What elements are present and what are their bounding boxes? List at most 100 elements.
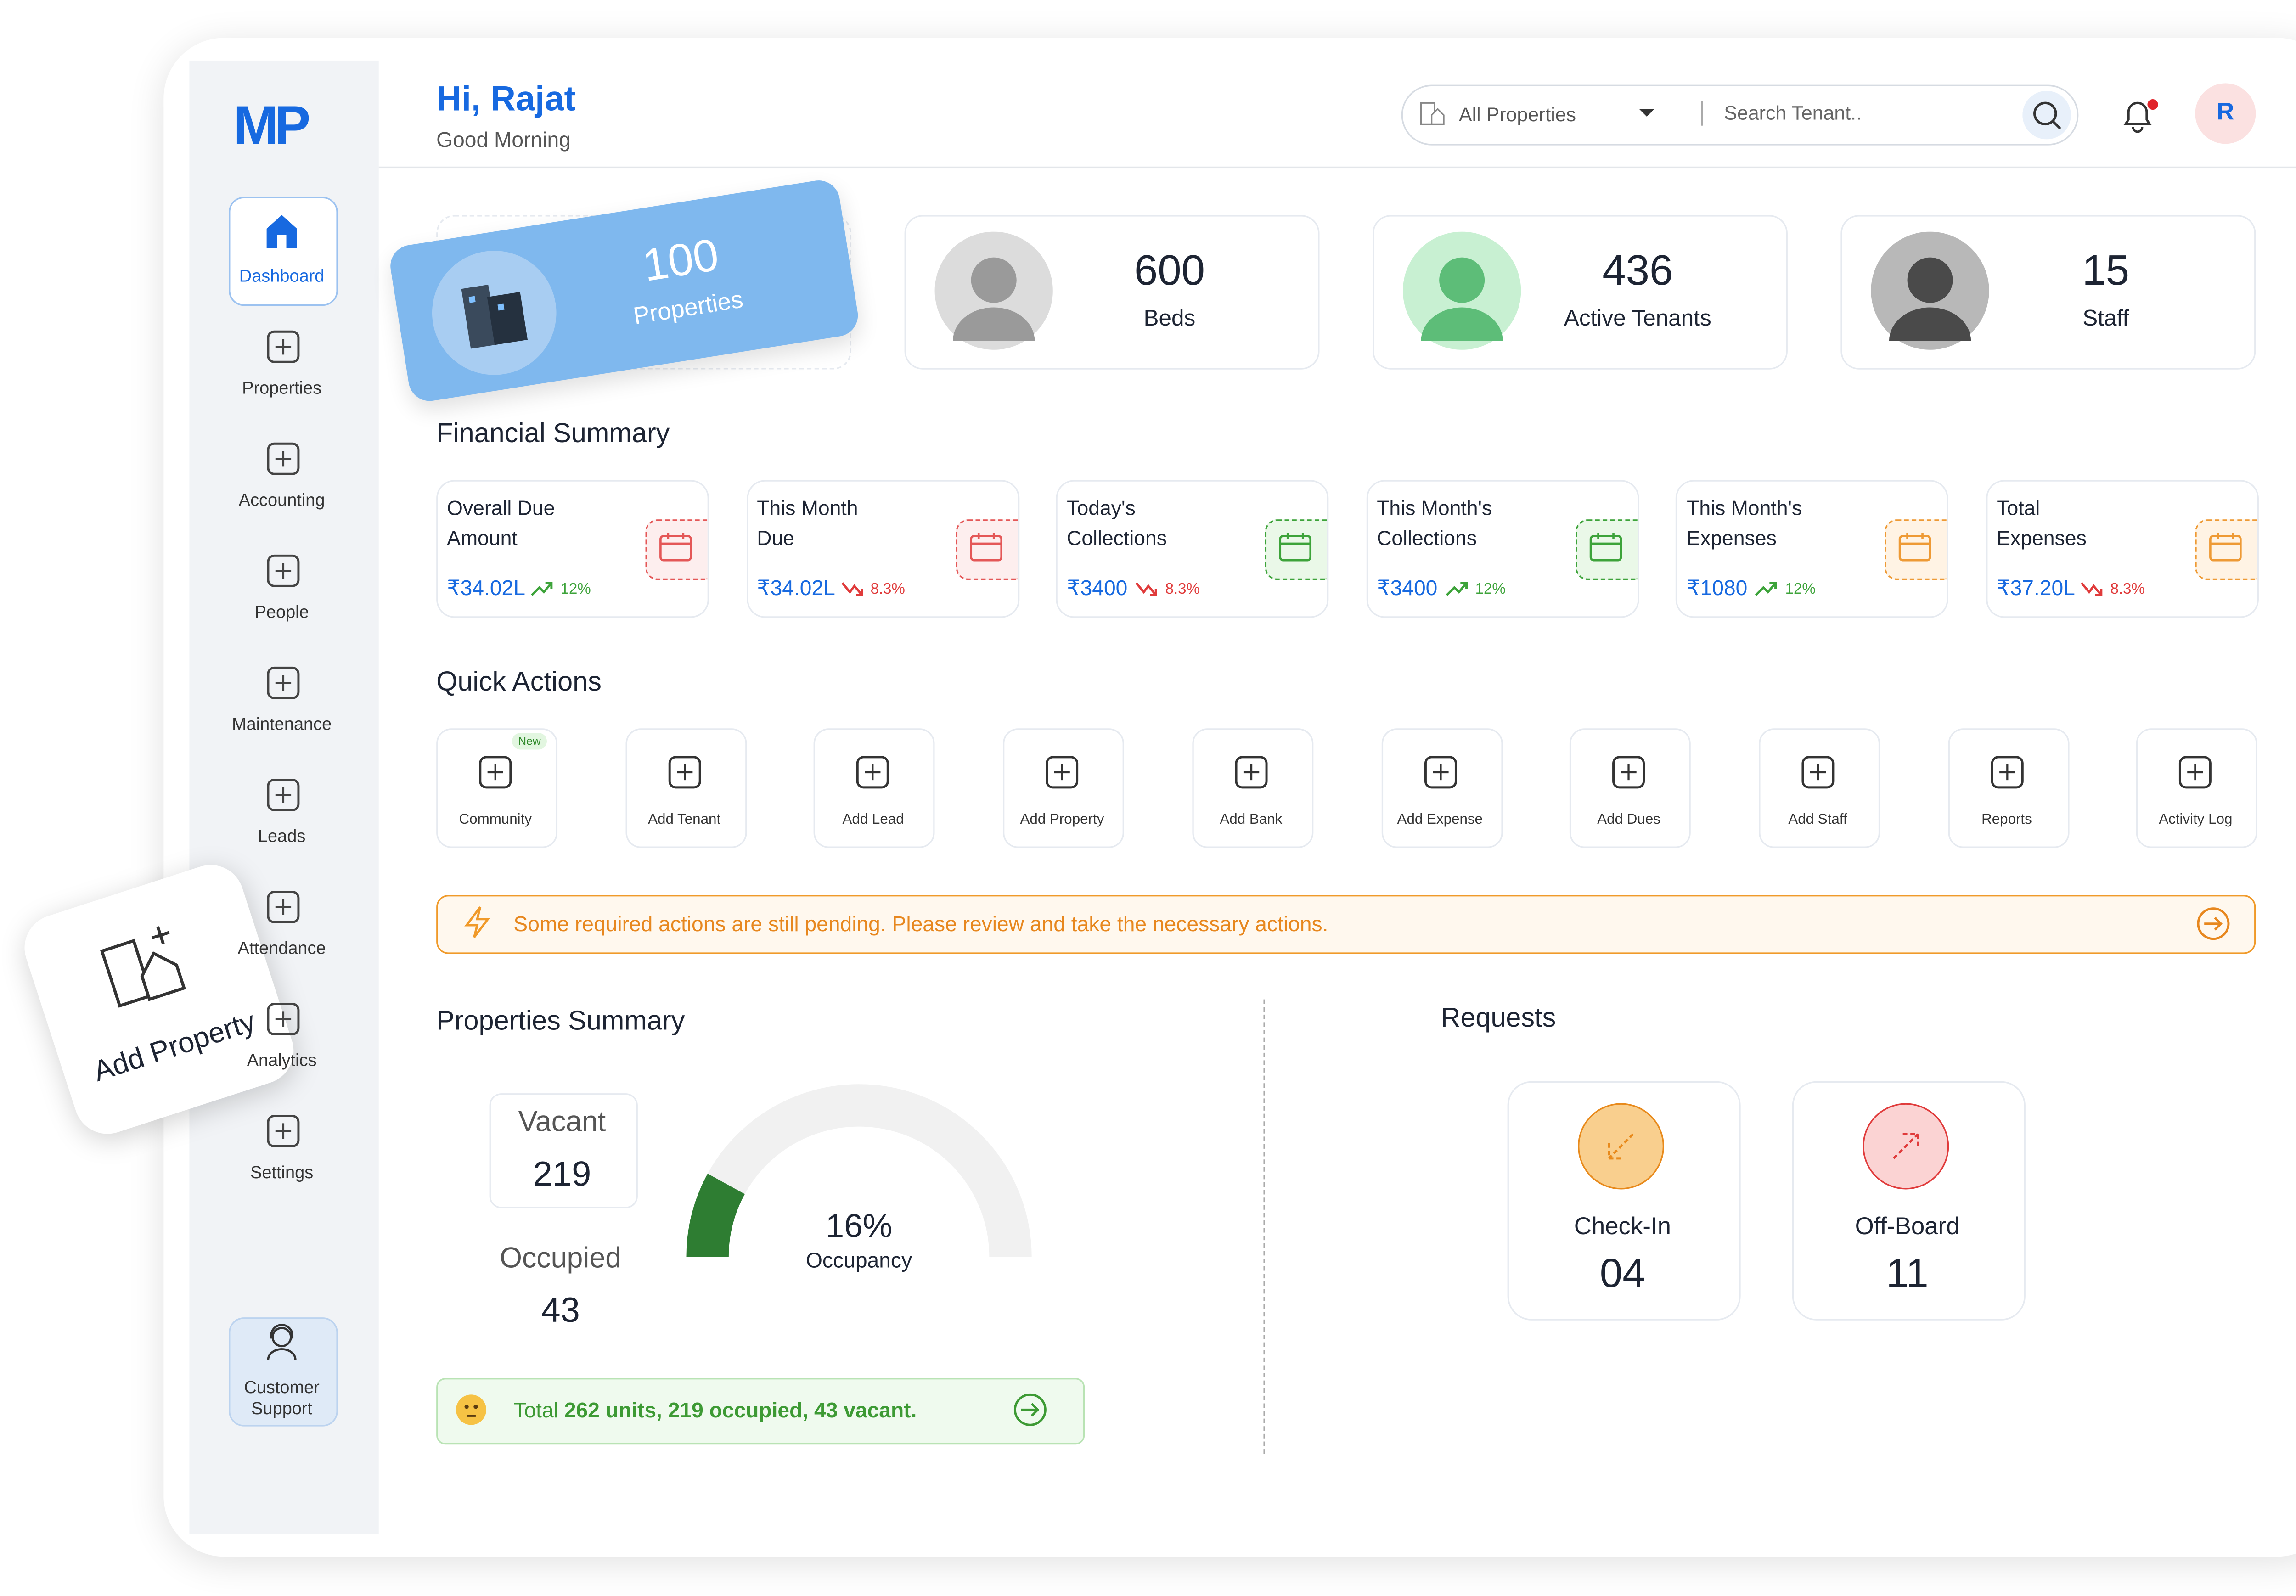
search-input[interactable]: Search Tenant.. bbox=[1724, 101, 1862, 124]
summary-arrow[interactable] bbox=[1012, 1392, 1048, 1428]
gauge-fill bbox=[686, 1174, 745, 1258]
quick-action[interactable] bbox=[1381, 728, 1503, 848]
nav-item[interactable]: Properties bbox=[242, 380, 322, 399]
icon bbox=[1231, 753, 1271, 799]
request-icon bbox=[1862, 1102, 1950, 1198]
trend-icon bbox=[2080, 579, 2105, 607]
summary-icon-bg bbox=[1575, 519, 1638, 580]
search-bar[interactable] bbox=[1401, 84, 2079, 146]
floating-card[interactable]: Add Property bbox=[16, 856, 303, 1143]
icon bbox=[264, 1112, 303, 1158]
greeting: Hi, Rajat bbox=[436, 79, 576, 118]
occupancy-value: 16% bbox=[825, 1207, 893, 1245]
nav-item[interactable]: Maintenance bbox=[231, 716, 332, 735]
icon bbox=[1042, 753, 1082, 799]
quick-action-label: Reports bbox=[1981, 811, 2032, 828]
quick-action-label: Add Bank bbox=[1220, 811, 1283, 828]
trend-icon bbox=[530, 579, 555, 607]
nav-active bbox=[229, 197, 338, 306]
icon bbox=[1420, 753, 1460, 799]
floating-card-label: Add Property bbox=[90, 1006, 260, 1089]
nav-item[interactable]: Settings bbox=[250, 1164, 314, 1183]
search-button[interactable] bbox=[2022, 90, 2071, 140]
nav-item[interactable]: Analytics bbox=[247, 1052, 317, 1071]
icon bbox=[2176, 753, 2215, 799]
icon bbox=[264, 663, 303, 710]
nav-item[interactable]: Attendance bbox=[237, 940, 326, 959]
icon bbox=[264, 551, 303, 598]
summary-icon bbox=[968, 530, 1004, 574]
section-divider bbox=[1263, 999, 1265, 1454]
notification-bell[interactable] bbox=[2118, 96, 2160, 135]
alert-arrow[interactable] bbox=[2195, 905, 2231, 942]
icon bbox=[264, 439, 303, 486]
section-title: Requests bbox=[1441, 1002, 1556, 1033]
summary-amount: ₹34.02L bbox=[757, 575, 835, 600]
summary-icon-bg bbox=[1885, 519, 1947, 580]
summary-amount: ₹1080 bbox=[1687, 575, 1748, 600]
alert-bar[interactable] bbox=[436, 895, 2256, 954]
summary-icon bbox=[1897, 530, 1934, 574]
quick-action-label: Add Property bbox=[1020, 811, 1104, 828]
icon bbox=[476, 753, 515, 799]
search-divider bbox=[1701, 101, 1703, 126]
stat-value: 15 bbox=[2082, 247, 2130, 294]
quick-action[interactable] bbox=[1758, 728, 1880, 848]
stat-label: Beds bbox=[1143, 306, 1196, 332]
greeting-subtitle: Good Morning bbox=[436, 127, 571, 152]
add-property-icon bbox=[100, 926, 186, 1008]
request-value: 04 bbox=[1599, 1251, 1645, 1297]
summary-icon bbox=[658, 530, 694, 574]
summary-icon bbox=[1587, 530, 1624, 574]
stat-avatar bbox=[423, 242, 566, 392]
icon bbox=[264, 888, 303, 934]
summary-label: Total Expenses bbox=[1997, 496, 2087, 550]
property-filter[interactable]: All Properties bbox=[1459, 103, 1576, 126]
building-icon bbox=[1420, 102, 1445, 125]
quick-action-label: Add Tenant bbox=[648, 811, 721, 828]
icon bbox=[664, 753, 704, 799]
occupancy-gauge bbox=[686, 1084, 1032, 1258]
section-title: Financial Summary bbox=[436, 418, 670, 449]
avatar[interactable] bbox=[2195, 83, 2256, 144]
stat-avatar bbox=[1871, 231, 1989, 358]
quick-action-label: Activity Log bbox=[2159, 811, 2233, 828]
quick-action[interactable] bbox=[436, 728, 558, 848]
stat-card-highlight[interactable]: 100 Properties bbox=[387, 177, 861, 404]
summary-highlight: 262 units, 219 occupied, 43 vacant. bbox=[564, 1397, 917, 1422]
support-button[interactable] bbox=[229, 1317, 338, 1427]
icon bbox=[264, 1000, 303, 1046]
summary-change: 8.3% bbox=[870, 581, 905, 598]
dropdown-caret[interactable] bbox=[1638, 107, 1656, 119]
occupied-label: Occupied bbox=[500, 1243, 622, 1275]
section-title: Properties Summary bbox=[436, 1005, 685, 1036]
support-label: Customer Support bbox=[244, 1379, 320, 1419]
icon bbox=[1609, 753, 1649, 799]
summary-icon-bg bbox=[955, 519, 1018, 580]
home-icon bbox=[264, 212, 300, 259]
icon bbox=[854, 753, 893, 799]
nav-item[interactable]: People bbox=[254, 604, 309, 623]
summary-amount: ₹3400 bbox=[1377, 575, 1438, 600]
summary-amount: ₹34.02L bbox=[447, 575, 525, 600]
stat-value: 600 bbox=[1134, 247, 1205, 294]
vacant-label: Vacant bbox=[518, 1107, 606, 1139]
nav-item[interactable]: Accounting bbox=[238, 492, 325, 511]
request-label: Off-Board bbox=[1855, 1214, 1960, 1240]
trend-icon bbox=[1135, 579, 1159, 607]
quick-action-label: Add Expense bbox=[1397, 811, 1483, 828]
summary-card[interactable] bbox=[1366, 480, 1639, 618]
summary-label: This Month Due bbox=[757, 496, 858, 550]
stat-label: Active Tenants bbox=[1564, 306, 1711, 332]
quick-action-label: Community bbox=[459, 811, 532, 828]
nav-item[interactable]: Dashboard bbox=[239, 268, 325, 287]
nav-item[interactable]: Leads bbox=[258, 828, 306, 847]
summary-amount: ₹3400 bbox=[1067, 575, 1128, 600]
summary-change: 8.3% bbox=[2110, 581, 2145, 598]
summary-prefix: Total bbox=[513, 1397, 558, 1422]
quick-action-label: Add Staff bbox=[1788, 811, 1847, 828]
summary-footer bbox=[436, 1378, 1085, 1445]
stat-value: 436 bbox=[1602, 247, 1673, 294]
